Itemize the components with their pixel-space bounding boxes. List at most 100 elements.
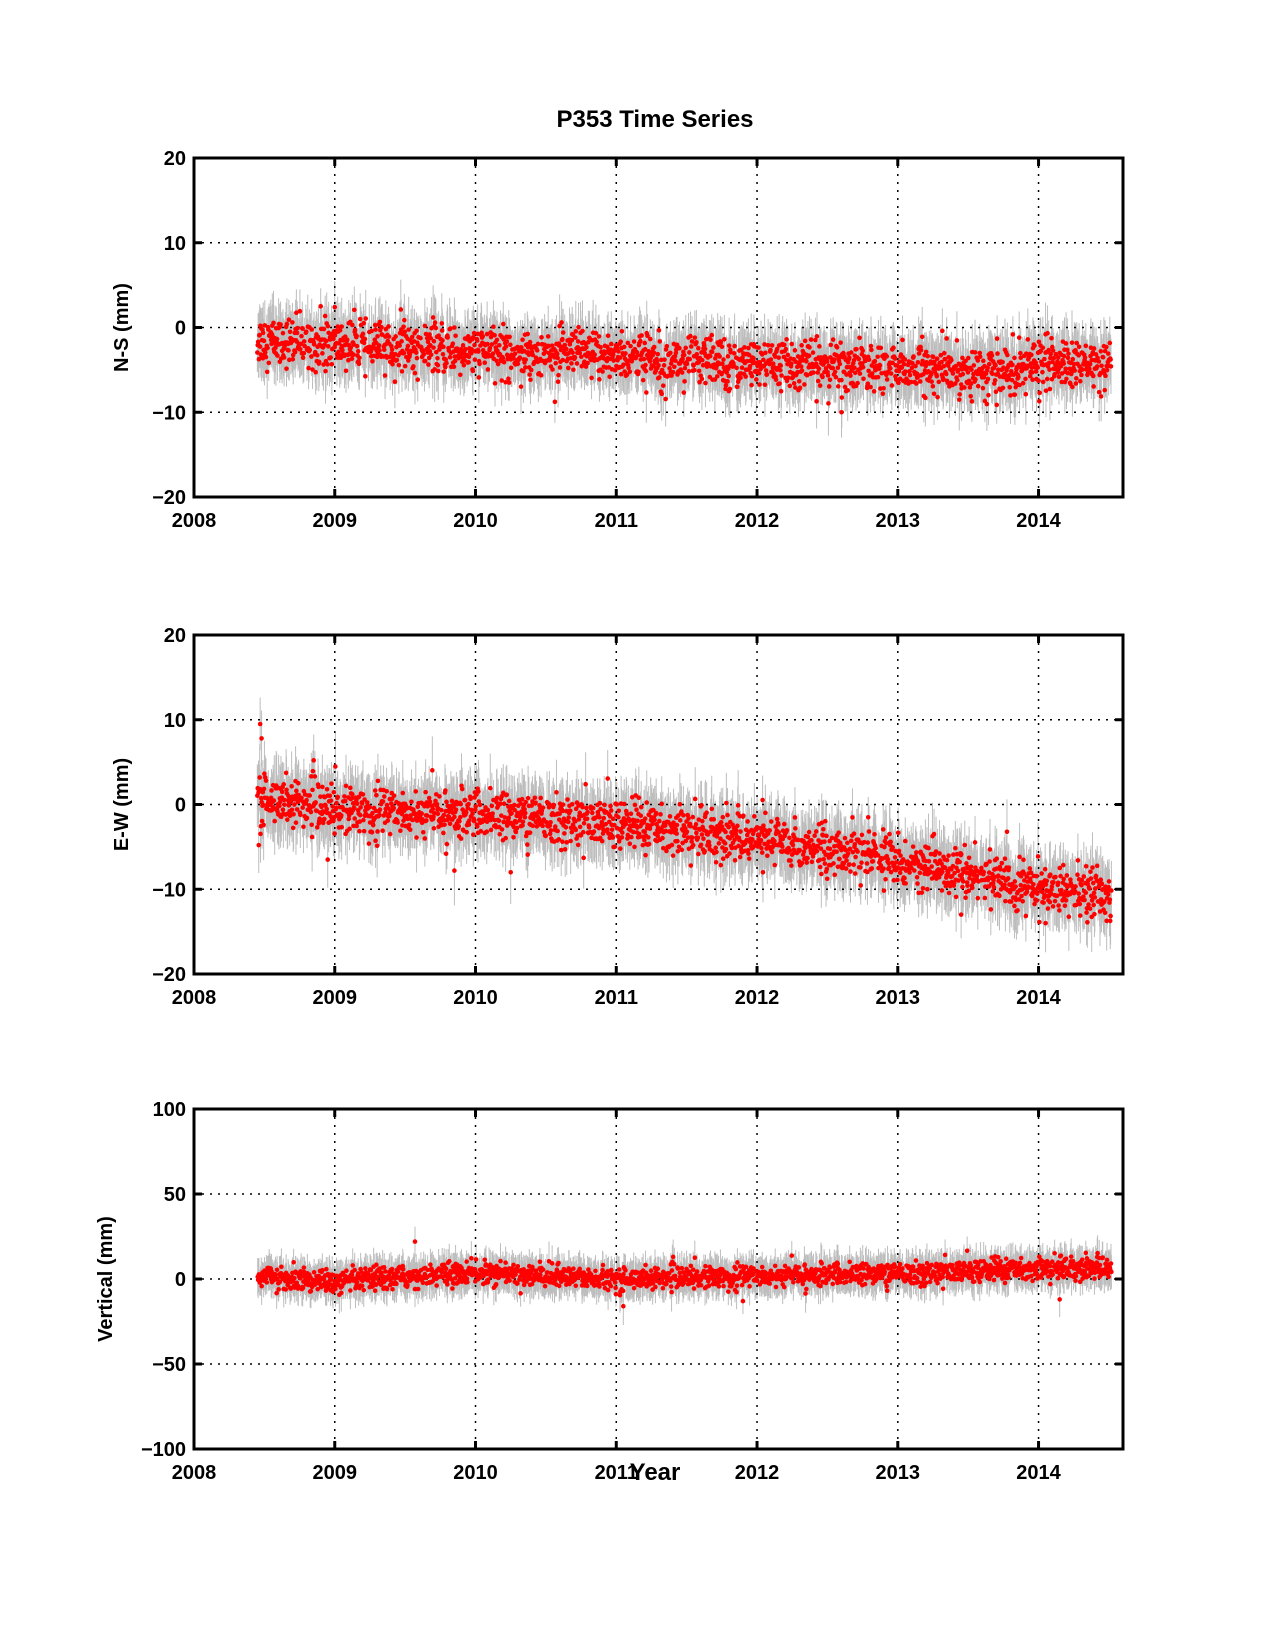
ns-data-point (500, 356, 506, 361)
ns-data-point (787, 383, 793, 389)
ns-data-point (941, 363, 947, 369)
ns-data-point (357, 316, 363, 322)
ns-data-point (354, 343, 360, 349)
ns-data-point (1046, 347, 1052, 353)
ns-data-point (642, 346, 648, 352)
ns-data-point (1108, 357, 1113, 362)
ns-data-point (318, 304, 323, 309)
ns-data-point (832, 369, 838, 375)
ns-x-tick-label: 2013 (876, 510, 921, 532)
ns-y-tick-label: 20 (164, 148, 186, 170)
ns-data-point (463, 346, 468, 352)
ns-data-point (720, 361, 725, 367)
ns-data-point (420, 348, 426, 353)
ns-data-point (566, 365, 571, 371)
ns-data-point (1030, 377, 1035, 383)
ns-data-point (631, 339, 637, 344)
ns-data-point (557, 323, 562, 329)
ns-data-point (569, 361, 574, 366)
ns-data-point (369, 328, 374, 334)
ns-data-point (621, 362, 626, 367)
ns-data-point (451, 364, 457, 370)
ns-data-point (405, 358, 411, 363)
ns-data-point (672, 364, 677, 370)
ns-data-point (949, 357, 954, 363)
ns-data-point (452, 325, 457, 330)
ns-data-point (765, 342, 771, 348)
ns-data-point (525, 331, 531, 337)
ns-data-point (921, 371, 926, 377)
ns-data-point (738, 375, 743, 381)
ns-data-point (598, 344, 603, 350)
ns-data-point (490, 351, 496, 356)
ns-data-point (479, 330, 484, 336)
ns-data-point (431, 338, 437, 344)
ns-data-point (448, 326, 453, 331)
ns-data-point (763, 368, 769, 373)
ns-data-point (316, 359, 322, 365)
ns-data-point (1042, 356, 1047, 362)
ns-data-point (301, 339, 307, 344)
ns-data-point (550, 367, 555, 372)
ns-data-point (402, 363, 408, 369)
ns-data-point (264, 369, 270, 375)
ns-data-point (807, 345, 812, 350)
ns-data-point (835, 384, 841, 389)
ns-data-point (793, 385, 798, 390)
ns-data-point (726, 343, 732, 348)
ns-data-point (472, 342, 477, 348)
ns-data-point (1047, 386, 1053, 392)
ns-data-point (600, 369, 605, 374)
ns-data-point (357, 355, 362, 361)
ns-data-point (329, 362, 335, 367)
ns-data-point (767, 361, 772, 367)
ns-data-point (552, 399, 558, 405)
ns-data-point (642, 340, 648, 346)
ns-data-point (644, 390, 649, 395)
ns-data-point (1047, 367, 1052, 372)
ns-data-point (485, 341, 490, 347)
ns-data-point (313, 369, 318, 375)
ns-data-point (398, 307, 404, 312)
ns-data-point (361, 340, 367, 346)
ns-data-point (577, 350, 583, 356)
ns-data-point (1073, 381, 1079, 386)
ns-data-point (1016, 374, 1021, 380)
ns-data-point (896, 380, 901, 386)
ns-data-point (534, 348, 540, 353)
ns-data-point (584, 353, 590, 359)
ns-data-point (746, 345, 751, 351)
ns-data-point (986, 392, 991, 398)
panel-ew: 2008 2009 2010 2011 2012 2013 2014 20100−10−20… (111, 625, 1125, 1009)
ns-data-point (386, 334, 392, 339)
ns-data-point (857, 371, 863, 376)
ns-data-point (428, 335, 434, 341)
ns-data-point (414, 328, 419, 334)
ns-data-point (656, 328, 662, 333)
ns-data-point (1074, 376, 1079, 381)
ns-data-point (275, 353, 280, 358)
ns-data-point (762, 382, 768, 388)
ns-data-point (1040, 345, 1046, 351)
ns-data-point (861, 376, 866, 382)
ns-data-point (820, 374, 825, 380)
ns-data-point (397, 343, 402, 348)
ns-data-point (848, 350, 854, 355)
ns-data-point (1083, 343, 1089, 349)
ns-data-point (923, 395, 928, 401)
ns-data-point (962, 385, 967, 390)
ns-data-point (461, 362, 467, 368)
ns-data-point (731, 351, 737, 356)
ns-data-point (387, 354, 393, 360)
ns-data-point (586, 339, 591, 345)
ns-data-point (287, 329, 293, 335)
ns-y-tick-label: −20 (152, 487, 186, 509)
ns-data-point (743, 374, 748, 379)
ns-data-point (1061, 361, 1067, 366)
ns-data-point (298, 346, 303, 352)
ns-data-point (902, 357, 908, 362)
figure-title: P353 Time Series (556, 106, 753, 133)
ns-data-point (657, 375, 662, 380)
ns-data-point (553, 360, 558, 366)
